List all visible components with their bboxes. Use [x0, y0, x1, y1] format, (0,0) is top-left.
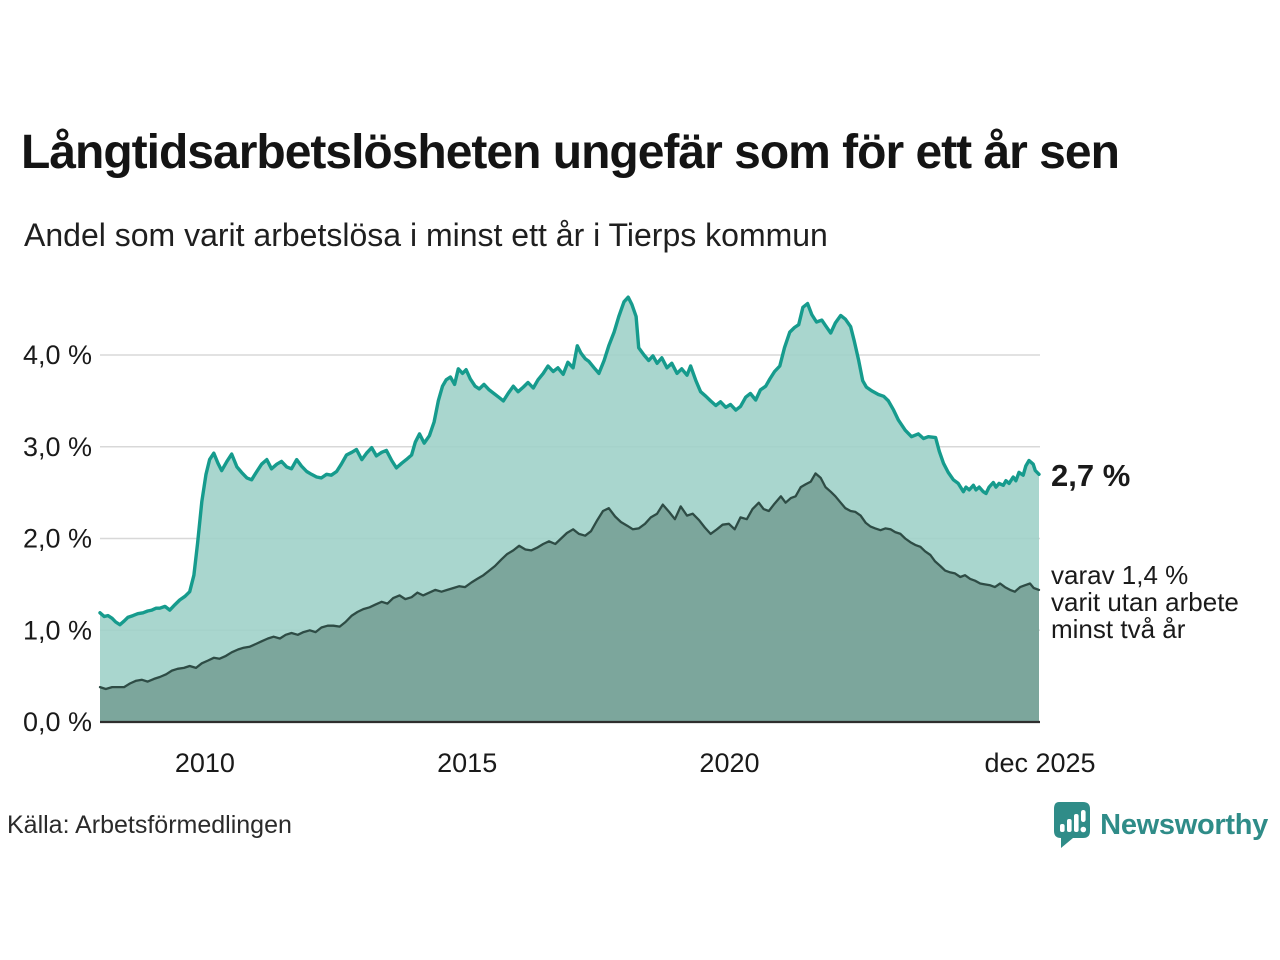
newsworthy-bubble-icon: [1054, 802, 1091, 848]
x-tick-label: 2020: [699, 748, 759, 778]
newsworthy-logo: Newsworthy: [1051, 801, 1268, 849]
newsworthy-wordmark: Newsworthy: [1100, 808, 1268, 841]
y-tick-label: 4,0 %: [23, 340, 92, 370]
y-tick-label: 3,0 %: [23, 432, 92, 462]
secondary-annotation-line3: minst två år: [1051, 614, 1186, 644]
y-axis-labels: 0,0 % 1,0 % 2,0 % 3,0 % 4,0 %: [23, 340, 92, 737]
secondary-annotation-line1: varav 1,4 %: [1051, 560, 1188, 590]
y-tick-label: 1,0 %: [23, 615, 92, 645]
y-tick-label: 2,0 %: [23, 524, 92, 554]
last-value-annotation: 2,7 %: [1051, 458, 1130, 493]
x-axis-labels: 2010 2015 2020 dec 2025: [175, 748, 1096, 778]
x-tick-label: 2010: [175, 748, 235, 778]
x-tick-label: 2015: [437, 748, 497, 778]
source-note: Källa: Arbetsförmedlingen: [7, 811, 292, 839]
line-unemployed-2yr: [98, 472, 1041, 691]
line-unemployed-1yr: [98, 295, 1041, 627]
area-unemployed-2yr: [100, 473, 1039, 722]
page-title: Långtidsarbetslösheten ungefär som för e…: [21, 126, 1120, 179]
y-tick-label: 0,0 %: [23, 707, 92, 737]
x-tick-label: dec 2025: [984, 748, 1095, 778]
page-subtitle: Andel som varit arbetslösa i minst ett å…: [24, 217, 828, 253]
secondary-annotation-line2: varit utan arbete: [1051, 587, 1239, 617]
